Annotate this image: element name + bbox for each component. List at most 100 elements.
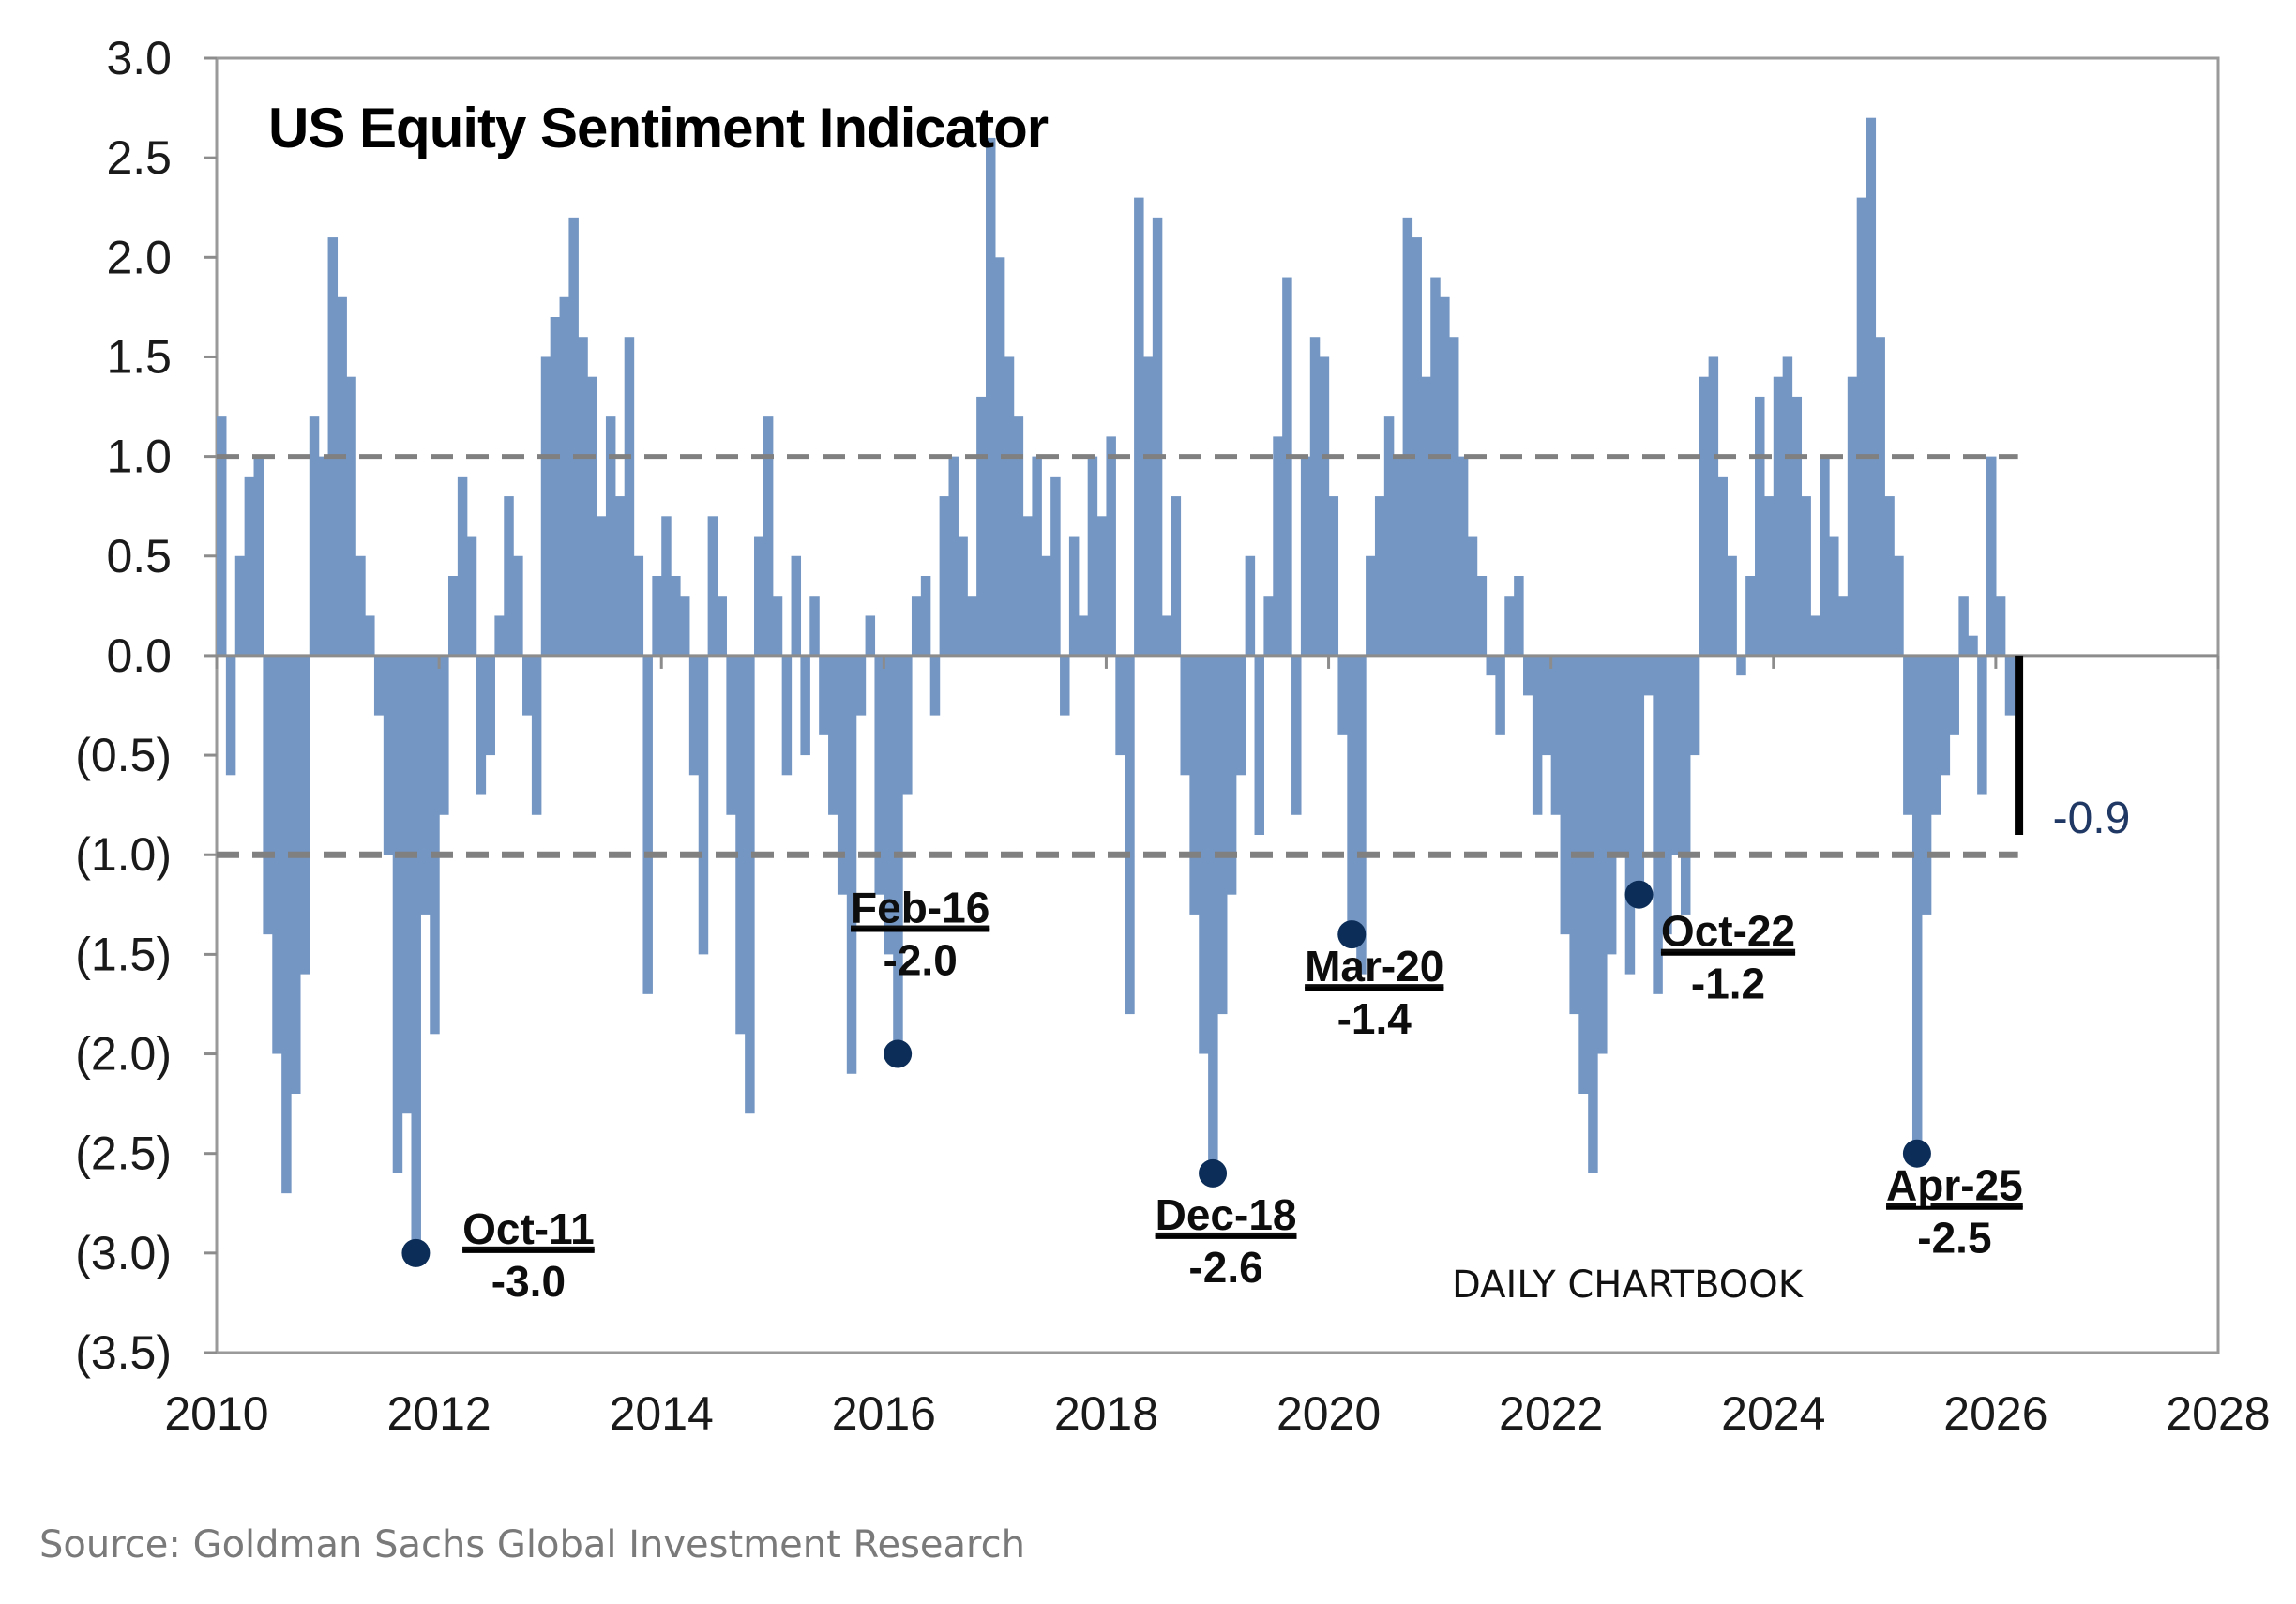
bar [355,555,366,656]
bar [976,396,987,656]
bar [958,536,968,656]
bar [1013,416,1024,656]
bar [1189,655,1200,915]
bar [244,476,255,656]
bar [1624,655,1636,975]
bar [837,655,848,895]
bar [1514,576,1524,656]
bar [299,655,310,975]
bar [1440,296,1450,656]
bar [1708,356,1719,656]
bar [1837,596,1849,656]
bar [1412,237,1422,656]
bar [1588,655,1598,1173]
bar [707,516,718,656]
bar [373,655,385,716]
source-note: Source: Goldman Sachs Global Investment … [39,1523,1025,1566]
y-tick-label: 1.0 [106,431,172,483]
bar [1968,635,1978,656]
bar [1254,655,1264,835]
bar [1949,655,1959,735]
bar [846,655,857,1074]
bar [624,337,635,656]
bar [1680,655,1691,915]
bar [939,496,950,656]
bar [597,516,607,656]
y-tick-label: (3.5) [75,1326,172,1379]
bar [392,655,403,1173]
bar [1087,456,1098,656]
bar [800,655,810,756]
bar [1745,576,1756,656]
y-tick-label: 0.0 [106,629,172,682]
bar [745,655,755,1114]
bar [365,615,375,656]
bar [1597,655,1608,1054]
bar [781,655,793,776]
x-tick-label: 2020 [1276,1387,1381,1440]
y-tick-label: (1.5) [75,928,172,980]
bar [1763,496,1775,656]
bar [1300,456,1311,656]
bar [1319,356,1330,656]
bar [1337,655,1348,735]
bar [476,655,487,795]
bar [1930,655,1941,815]
bar [346,376,356,656]
bar [605,416,616,656]
y-tick-label: 2.5 [106,131,172,184]
bar [633,555,644,656]
bar [902,655,913,795]
bar [1911,655,1923,1154]
bar [1986,456,1997,656]
bar [1393,456,1404,656]
bar [1245,555,1256,656]
bar [309,416,320,656]
bar [1829,536,1839,656]
bar [754,536,764,656]
bar [614,496,626,656]
x-tick-label: 2022 [1499,1387,1603,1440]
bar [819,655,829,735]
bar [1921,655,1932,915]
bar [1940,655,1951,776]
bar [1383,416,1395,656]
bar [1699,376,1710,656]
bar [1458,456,1469,656]
bar [1152,217,1163,656]
bar [1523,655,1533,696]
bar [1662,655,1672,935]
bar [318,456,329,656]
x-tick-label: 2024 [1721,1387,1825,1440]
bar [1347,655,1357,935]
bar [1550,655,1562,815]
bar [1430,277,1441,656]
bar [726,655,736,815]
annotation-marker [1337,920,1367,949]
bar [679,596,690,656]
x-tick-label: 2012 [386,1387,491,1440]
bar [522,655,533,716]
bar [1171,496,1182,656]
bar [1032,456,1042,656]
bar [337,296,347,656]
bar [1717,476,1728,656]
bar [383,655,394,855]
bar [1476,576,1488,656]
bar [1486,655,1496,676]
bar [420,655,430,915]
x-tick-label: 2014 [610,1387,714,1440]
bar [698,655,709,955]
annotation-marker [1624,880,1654,909]
bar [948,456,959,656]
bar [281,655,292,1194]
bar [920,576,931,656]
bar [1560,655,1571,935]
y-tick-label: (2.0) [75,1028,172,1081]
bar [1115,655,1125,756]
bar [855,655,867,716]
bar [1995,596,2006,656]
bar [1309,337,1321,656]
y-tick-label: (3.0) [75,1227,172,1279]
